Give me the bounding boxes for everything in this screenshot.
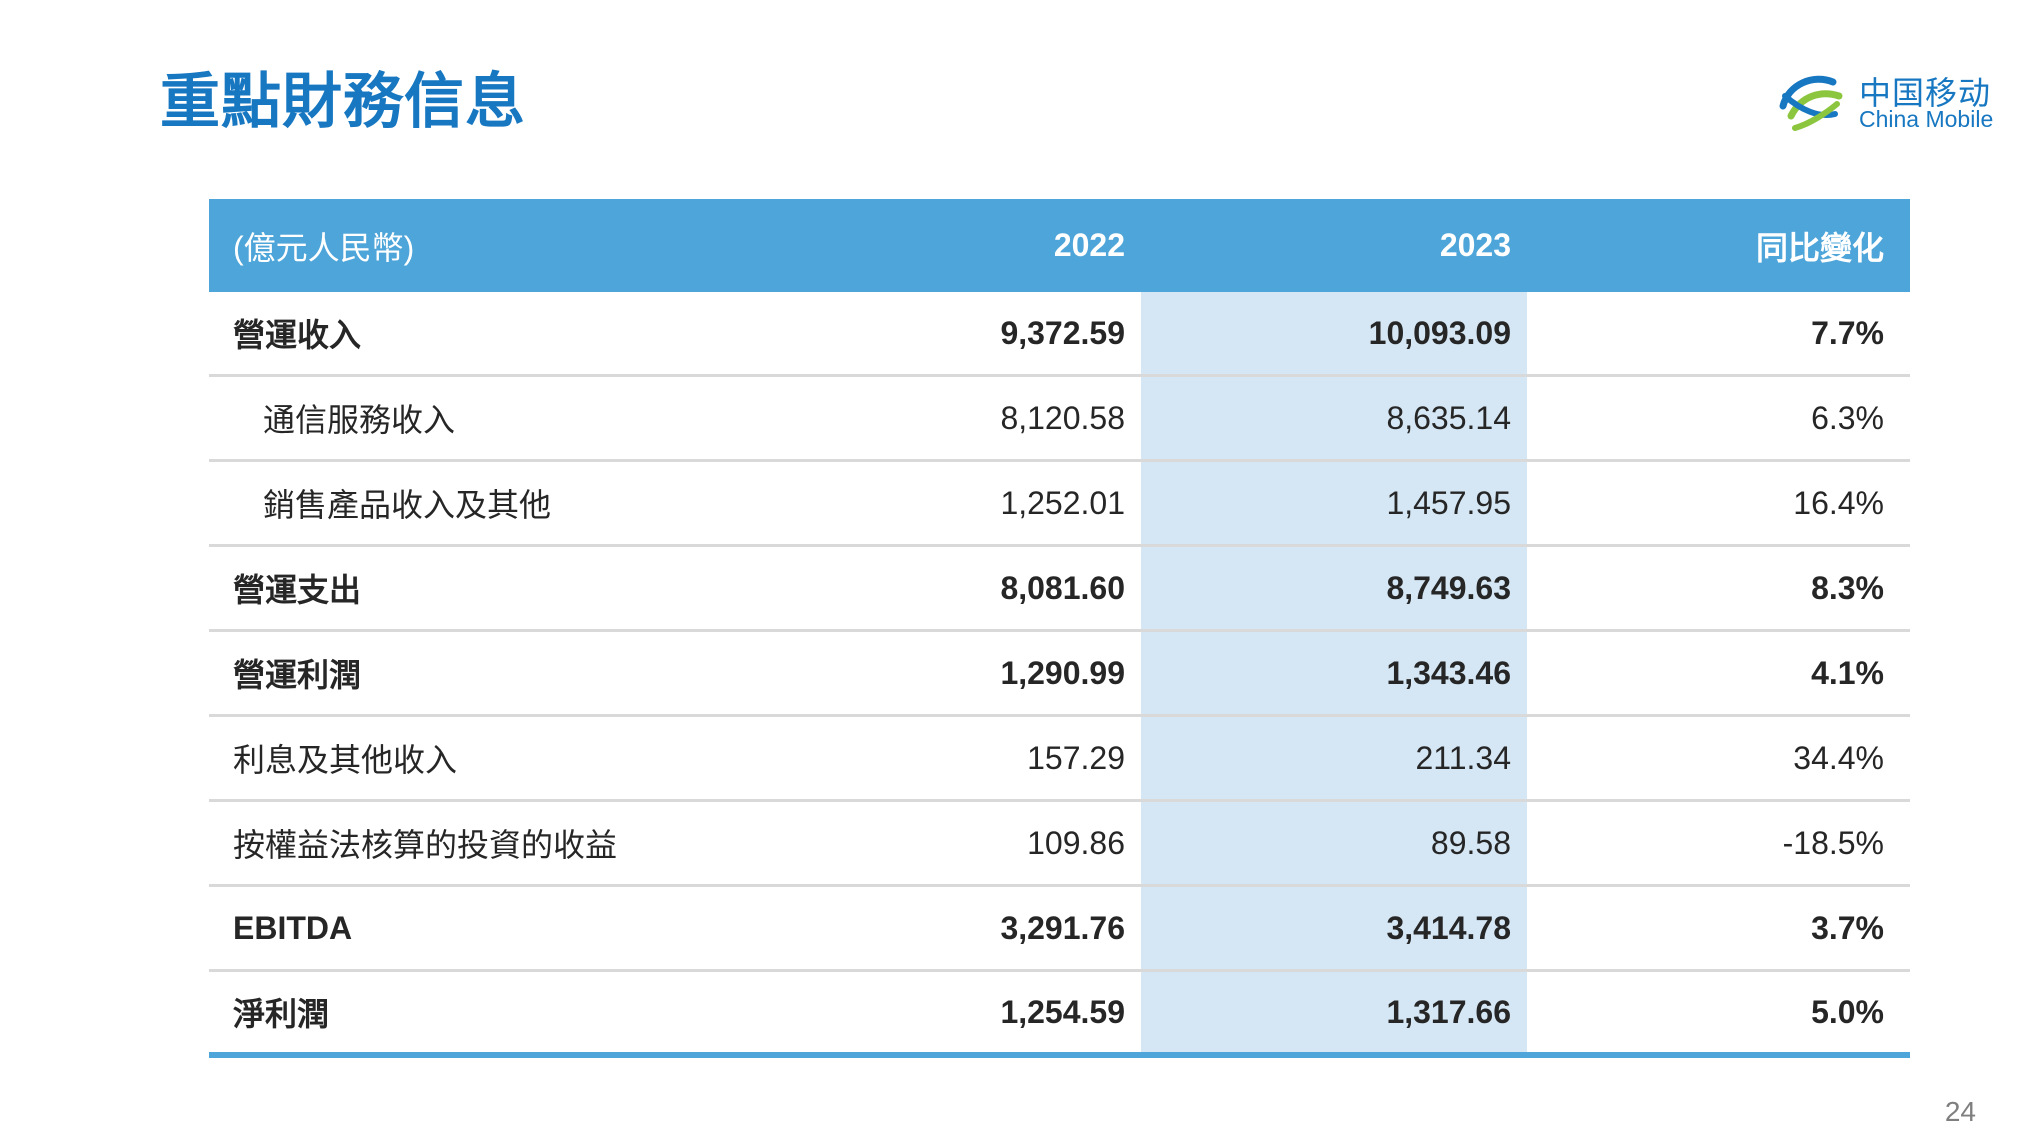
- row-value-2022: 8,120.58: [1000, 399, 1125, 436]
- row-value-2023: 10,093.09: [1368, 314, 1511, 351]
- row-value-2022: 1,254.59: [1000, 993, 1125, 1030]
- table-row: EBITDA 3,291.76 3,414.78 3.7%: [209, 887, 1910, 972]
- row-label: 淨利潤: [233, 996, 330, 1032]
- table-row: 營運利潤 1,290.99 1,343.46 4.1%: [209, 632, 1910, 717]
- page-title: 重點財務信息: [160, 68, 526, 135]
- table-row: 淨利潤 1,254.59 1,317.66 5.0%: [209, 972, 1910, 1058]
- row-yoy: 34.4%: [1793, 739, 1884, 776]
- logo-chinese-name: 中国移动: [1859, 75, 1992, 111]
- row-label: 營運收入: [233, 317, 362, 353]
- header-yoy: 同比變化: [1755, 229, 1884, 266]
- row-value-2022: 157.29: [1027, 739, 1125, 776]
- table-row: 利息及其他收入 157.29 211.34 34.4%: [209, 717, 1910, 802]
- row-value-2023: 211.34: [1415, 739, 1512, 776]
- row-yoy: 16.4%: [1793, 484, 1884, 521]
- row-value-2023: 1,343.46: [1386, 654, 1511, 691]
- row-label: 利息及其他收入: [233, 742, 458, 778]
- row-yoy: -18.5%: [1782, 824, 1884, 861]
- row-value-2023: 3,414.78: [1386, 909, 1511, 946]
- china-mobile-logo: 中国移动 China Mobile: [1775, 66, 1995, 138]
- table-row: 營運支出 8,081.60 8,749.63 8.3%: [209, 547, 1910, 632]
- row-yoy: 7.7%: [1811, 314, 1884, 351]
- row-label: 通信服務收入: [263, 402, 456, 438]
- highlight-column-2023: [1141, 292, 1527, 1052]
- row-value-2023: 8,749.63: [1386, 569, 1511, 606]
- row-label: 營運支出: [233, 572, 362, 608]
- table-header-row: (億元人民幣) 2022 2023 同比變化: [209, 199, 1910, 292]
- table-row: 銷售產品收入及其他 1,252.01 1,457.95 16.4%: [209, 462, 1910, 547]
- row-label: EBITDA: [233, 909, 353, 946]
- row-yoy: 5.0%: [1811, 993, 1884, 1030]
- row-label: 銷售產品收入及其他: [263, 487, 552, 523]
- row-yoy: 3.7%: [1811, 909, 1884, 946]
- row-label: 按權益法核算的投資的收益: [233, 827, 618, 863]
- row-yoy: 6.3%: [1811, 399, 1884, 436]
- page-number: 24: [1944, 1096, 1976, 1127]
- table-row: 通信服務收入 8,120.58 8,635.14 6.3%: [209, 377, 1910, 462]
- header-2023: 2023: [1439, 227, 1511, 263]
- row-label: 營運利潤: [233, 657, 362, 693]
- table-row: 按權益法核算的投資的收益 109.86 89.58 -18.5%: [209, 802, 1910, 887]
- table-row: 營運收入 9,372.59 10,093.09 7.7%: [209, 292, 1910, 377]
- row-value-2022: 109.86: [1027, 824, 1125, 861]
- china-mobile-logo-icon: [1779, 75, 1843, 131]
- row-value-2022: 8,081.60: [1000, 569, 1125, 606]
- row-value-2023: 1,457.95: [1386, 484, 1511, 521]
- row-value-2023: 89.58: [1430, 824, 1511, 861]
- header-2022: 2022: [1053, 227, 1125, 263]
- row-value-2022: 1,290.99: [1000, 654, 1125, 691]
- row-value-2022: 9,372.59: [1000, 314, 1125, 351]
- row-yoy: 8.3%: [1811, 569, 1884, 606]
- row-yoy: 4.1%: [1811, 654, 1884, 691]
- header-unit: (億元人民幣): [233, 229, 415, 266]
- row-value-2023: 1,317.66: [1386, 993, 1511, 1030]
- row-value-2022: 1,252.01: [1000, 484, 1125, 521]
- row-value-2023: 8,635.14: [1386, 399, 1511, 436]
- logo-english-name: China Mobile: [1859, 106, 1994, 132]
- row-value-2022: 3,291.76: [1000, 909, 1125, 946]
